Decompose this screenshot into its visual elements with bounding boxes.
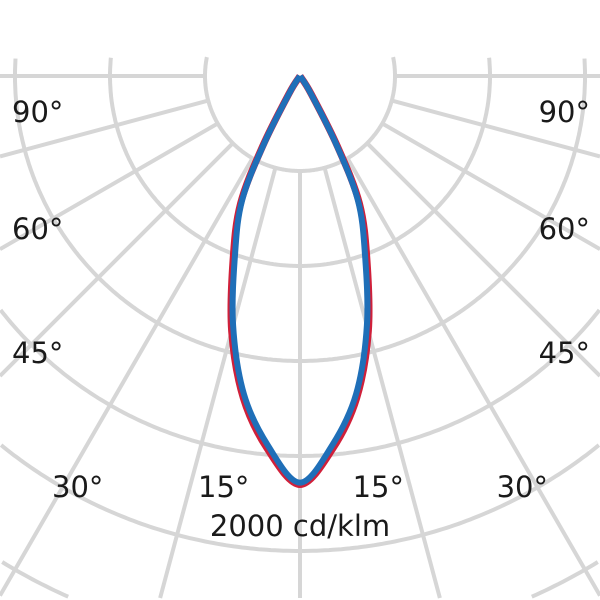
angle-label-right-45: 45° [539,336,590,370]
grid-radial-45 [365,141,600,378]
grid-radial--75 [0,98,209,159]
grid-ring [1,560,599,599]
grid-ring [13,58,587,363]
angle-label-right-30: 30° [497,470,548,504]
intensity-curve-2 [229,74,371,486]
angle-label-right-15: 15° [353,470,404,504]
intensity-curves [227,74,373,488]
grid-radial-30 [345,157,600,597]
grid-radial-60 [381,121,600,251]
angle-label-left-60: 60° [12,212,63,246]
grid-radial--30 [0,157,255,597]
grid-radial-15 [322,167,442,599]
angle-label-left-45: 45° [12,336,63,370]
angle-label-right-90: 90° [539,95,590,129]
unit-label: 2000 cd/klm [210,509,390,543]
angle-label-left-15: 15° [198,470,249,504]
angle-label-right-60: 60° [539,212,590,246]
angle-label-left-90: 90° [12,95,63,129]
polar-grid [0,56,600,599]
grid-radial--15 [158,167,278,599]
grid-ring [108,57,492,268]
angle-label-left-30: 30° [52,470,103,504]
grid-ring [203,56,397,173]
grid-radial--60 [0,121,219,251]
grid-radial-75 [391,98,600,159]
grid-radial--45 [0,141,235,378]
